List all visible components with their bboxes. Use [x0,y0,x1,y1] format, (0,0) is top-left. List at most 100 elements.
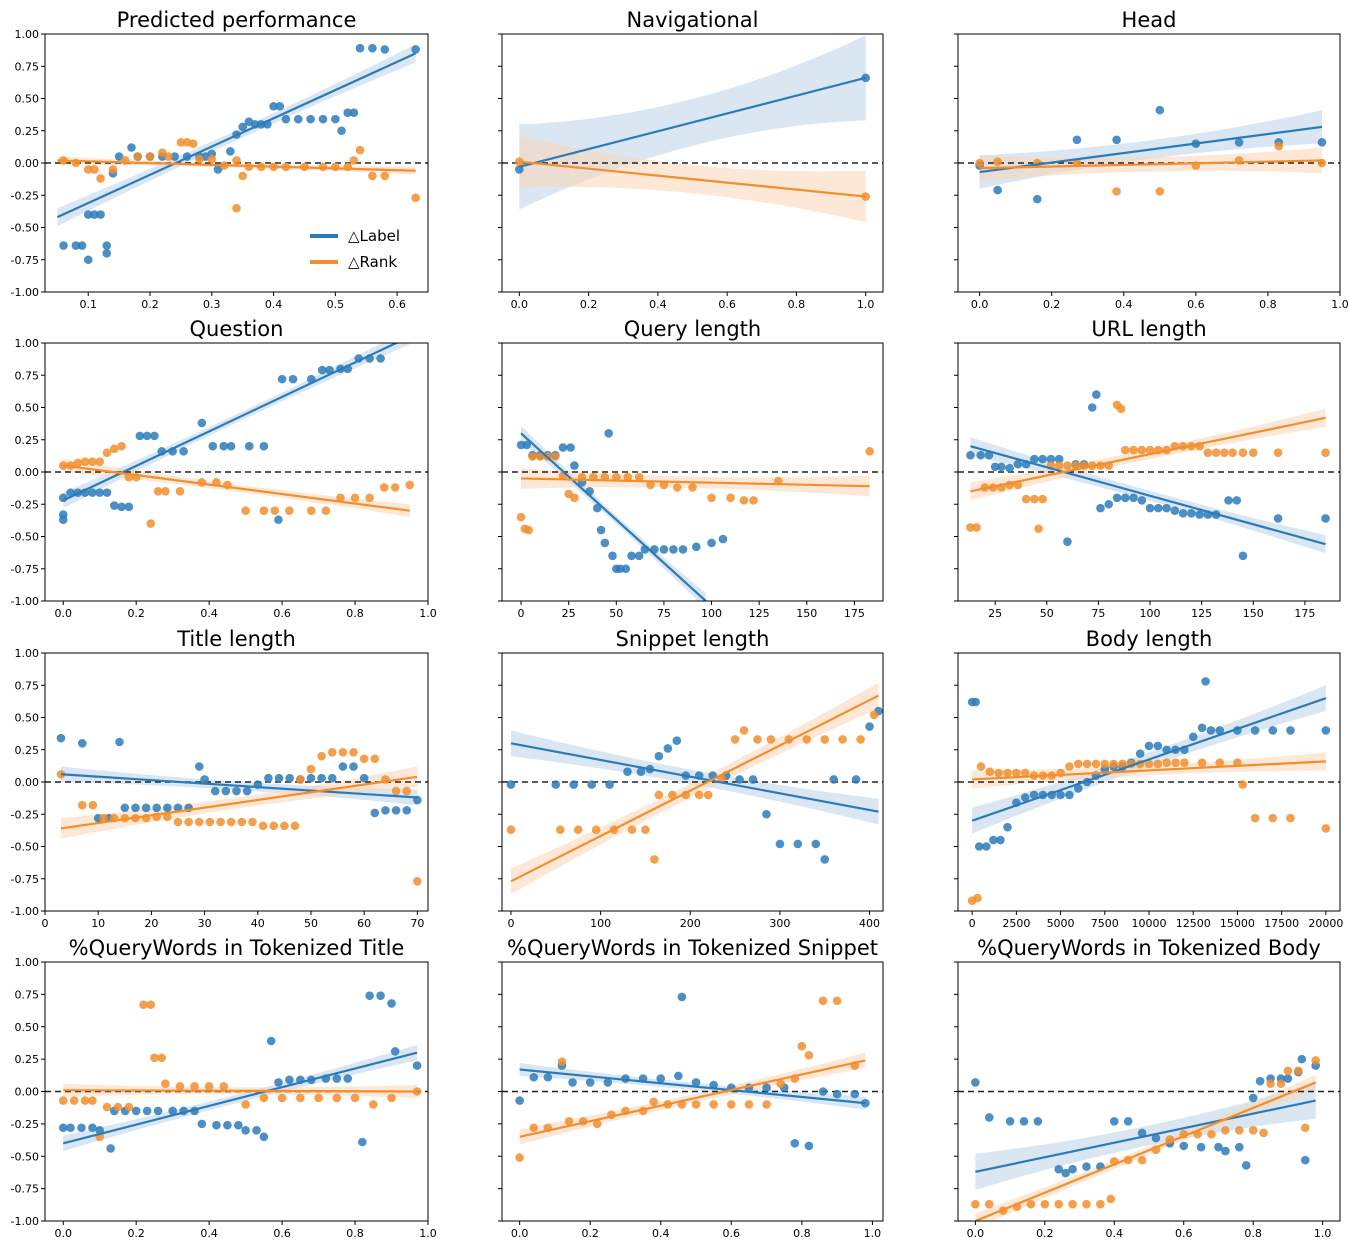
data-point-label [865,722,874,731]
data-point-label [1096,503,1105,513]
x-tick-label: 20000 [1308,917,1343,930]
regression-line-rank [972,760,1326,781]
x-tick-label: 0.2 [1036,1227,1054,1240]
plot-title: Title length [176,627,296,651]
data-point-rank [749,496,758,505]
data-point-rank [1180,758,1189,767]
data-point-rank [802,735,812,744]
data-point-label [1187,508,1196,518]
x-tick-label: 0.8 [1259,298,1277,311]
regression-line-rank [970,416,1326,493]
data-point-rank [379,483,389,492]
data-point-rank [1259,1128,1268,1138]
data-point-rank [157,1053,167,1063]
data-point-rank [975,158,984,168]
data-point-label [259,1132,269,1142]
plot-title: Query length [624,317,761,341]
data-point-label [976,450,986,460]
plot-area [958,390,1340,561]
data-point-label [1082,1162,1091,1171]
x-tick-label: 0 [507,917,514,930]
subplot-2: Navigational 0.0 0.2 0.4 0.6 0.8 1.0 [498,8,884,311]
data-point-label [252,1126,261,1135]
data-point-label [1144,741,1154,751]
data-point-rank [219,1082,229,1091]
x-tick-label: 1.0 [419,1227,437,1240]
data-point-rank [727,1100,736,1109]
x-tick-label: 1.0 [864,1227,882,1240]
data-point-rank [163,812,172,822]
data-point-label [608,551,617,561]
x-tick-label: 0.2 [127,607,145,620]
data-point-rank [350,1093,360,1103]
data-point-rank [691,1100,701,1109]
x-tick-label: 0.6 [1175,1227,1193,1240]
data-point-label [775,839,785,849]
plot-area [45,343,428,528]
data-point-label [1234,138,1244,147]
data-point-label [90,210,99,219]
data-point-label [636,767,646,776]
data-point-rank [641,825,650,835]
data-point-rank [336,493,345,503]
data-point-label [317,365,327,375]
data-point-rank [1003,768,1012,778]
data-point-label [585,1078,595,1087]
x-tick-label: 0.6 [718,298,736,311]
data-point-label [150,431,159,441]
plot-title: %QueryWords in Tokenized Title [69,936,405,960]
data-point-label [1268,726,1278,735]
data-point-label [1197,723,1207,733]
data-point-rank [869,710,879,720]
data-point-label [390,1047,400,1056]
data-point-label [115,737,124,747]
data-point-label [674,1071,683,1081]
data-point-label [281,114,291,124]
x-tick-label: 0.0 [971,298,989,311]
data-point-rank [564,1116,574,1126]
data-point-label [88,488,97,497]
data-point-rank [1012,768,1021,778]
data-point-rank [306,506,316,515]
data-point-label [691,1078,701,1087]
data-point-rank [241,1100,250,1109]
data-point-label [232,786,241,796]
data-point-label [221,786,231,796]
data-point-label [277,374,287,384]
data-point-label [1065,790,1074,800]
data-point-rank [69,1096,79,1105]
plot-area [958,105,1340,204]
legend: △Label △Rank [310,227,400,271]
data-point-label [1153,503,1163,513]
data-point-label [600,538,610,548]
data-point-label [669,545,678,554]
data-point-label [997,462,1006,472]
data-point-label [1286,726,1295,735]
data-point-rank [113,1102,123,1112]
data-point-rank [88,457,97,466]
data-point-rank [694,790,704,800]
data-point-rank [688,483,697,492]
data-point-rank [1211,448,1221,457]
data-point-label [163,803,172,813]
plot-title: Predicted performance [117,8,357,32]
x-tick-label: 0.2 [581,1227,599,1240]
data-point-rank [411,193,420,203]
data-point-rank [285,506,294,515]
data-point-label [83,255,93,265]
x-tick-label: 0.0 [54,1227,72,1240]
y-tick-label: -0.50 [11,1150,39,1163]
data-point-label [566,443,575,452]
plot-title: Question [190,317,284,341]
data-point-rank [1030,494,1039,504]
x-tick-label: 0.8 [346,607,364,620]
data-point-rank [175,487,185,496]
data-point-rank [744,1100,754,1109]
data-point-rank [99,813,108,823]
data-point-label [274,515,283,525]
data-point-rank [1100,759,1110,769]
data-point-rank [592,1119,602,1129]
regression-line-rank [519,160,866,198]
data-point-label [1238,551,1248,561]
x-tick-label: 75 [1091,607,1105,620]
